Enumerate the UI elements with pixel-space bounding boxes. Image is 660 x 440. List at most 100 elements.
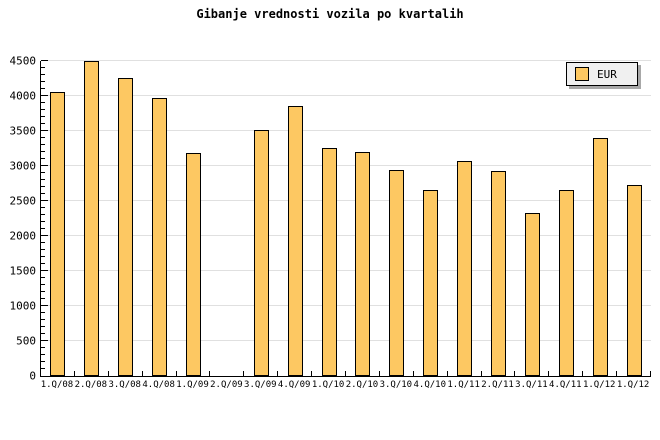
x-axis-tick bbox=[446, 371, 448, 376]
y-axis-tick bbox=[41, 277, 45, 278]
y-axis-tick bbox=[41, 102, 45, 103]
y-axis-tick bbox=[41, 144, 45, 145]
x-axis-label: 3.Q/08 bbox=[108, 380, 141, 390]
y-axis-labels: 0 500 1000 1500 2000 2500 3000 3500 4000 4500 bbox=[0, 56, 37, 382]
x-axis-label: 1.Q/12 bbox=[582, 380, 616, 390]
bar bbox=[558, 189, 574, 376]
bar-cell bbox=[346, 61, 380, 376]
y-axis-tick bbox=[41, 242, 45, 243]
bar-cell bbox=[177, 61, 211, 376]
x-axis-label: 2.Q/08 bbox=[74, 380, 108, 390]
bar-cell bbox=[41, 61, 75, 376]
x-axis-label: 3.Q/11 bbox=[515, 380, 548, 390]
y-axis-tick bbox=[41, 60, 48, 61]
x-axis-tick bbox=[107, 371, 109, 376]
y-axis-tick bbox=[41, 95, 48, 97]
x-axis-label: 2.Q/09 bbox=[210, 380, 243, 390]
x-axis-label: 1.Q/10 bbox=[311, 380, 345, 390]
y-axis-tick bbox=[41, 179, 45, 180]
y-axis-tick bbox=[41, 298, 45, 299]
gridline bbox=[41, 95, 651, 97]
y-axis-tick bbox=[41, 312, 45, 313]
bar bbox=[491, 170, 507, 376]
bar-cell bbox=[380, 61, 414, 376]
x-axis-labels: 1.Q/08 2.Q/08 3.Q/08 4.Q/08 1.Q/09 2.Q/09 3.Q/… bbox=[40, 381, 650, 390]
bar-cell bbox=[210, 61, 244, 376]
bar-cell bbox=[75, 61, 109, 376]
plot-area bbox=[40, 60, 651, 377]
y-axis-tick bbox=[41, 305, 48, 307]
x-axis-label: 1.Q/12 bbox=[616, 380, 650, 390]
x-axis-label: 4.Q/09 bbox=[277, 380, 311, 390]
y-axis-tick bbox=[41, 319, 45, 320]
bar-cell bbox=[109, 61, 143, 376]
y-axis-label: 4000 bbox=[9, 89, 37, 103]
y-axis-tick bbox=[41, 340, 48, 342]
bar-cell bbox=[244, 61, 278, 376]
x-axis-tick bbox=[175, 371, 177, 376]
legend-swatch-icon bbox=[575, 67, 589, 81]
gridline bbox=[41, 235, 651, 237]
bar bbox=[84, 61, 100, 376]
x-axis-tick bbox=[514, 371, 516, 376]
y-axis-tick bbox=[41, 249, 45, 250]
bar-cell bbox=[312, 61, 346, 376]
y-axis-tick bbox=[41, 221, 45, 222]
y-axis-label: 2500 bbox=[9, 194, 37, 208]
bar-series bbox=[41, 61, 651, 376]
y-axis-tick bbox=[41, 368, 45, 370]
legend-label: EUR bbox=[597, 67, 617, 81]
bar bbox=[423, 189, 439, 376]
x-axis-label: 4.Q/10 bbox=[413, 380, 446, 390]
bar-cell bbox=[515, 61, 549, 376]
x-axis-label: 4.Q/08 bbox=[142, 380, 175, 390]
bar bbox=[355, 152, 371, 376]
x-axis-tick bbox=[345, 371, 346, 376]
x-axis-label: 1.Q/08 bbox=[40, 380, 74, 390]
y-axis-tick bbox=[41, 291, 45, 292]
y-axis-tick bbox=[41, 172, 45, 173]
y-axis-label: 4500 bbox=[9, 54, 37, 68]
x-axis-tick bbox=[616, 371, 618, 376]
y-axis-tick bbox=[41, 207, 45, 208]
y-axis-tick bbox=[41, 67, 45, 68]
gridline bbox=[41, 130, 651, 131]
x-axis-tick bbox=[209, 371, 211, 376]
y-axis-tick bbox=[41, 151, 45, 152]
y-axis-tick bbox=[41, 158, 45, 160]
y-axis-label: 500 bbox=[16, 334, 36, 348]
gridline bbox=[41, 270, 651, 271]
bar-cell bbox=[583, 61, 617, 376]
y-axis-tick bbox=[41, 200, 48, 201]
bar bbox=[152, 97, 168, 376]
bar-cell bbox=[482, 61, 516, 376]
x-axis-tick bbox=[141, 371, 143, 376]
gridline bbox=[41, 200, 651, 201]
x-axis-tick bbox=[548, 371, 550, 376]
y-axis-tick bbox=[41, 193, 45, 194]
gridline bbox=[41, 305, 651, 307]
x-axis-tick bbox=[311, 371, 313, 376]
x-axis-tick bbox=[650, 371, 651, 376]
y-axis-tick bbox=[41, 165, 48, 166]
y-axis-tick bbox=[41, 256, 45, 257]
y-axis-label: 0 bbox=[29, 369, 36, 383]
x-axis-tick bbox=[582, 371, 584, 376]
y-axis-tick bbox=[41, 270, 48, 271]
legend: EUR bbox=[566, 62, 638, 86]
bar bbox=[287, 106, 303, 376]
x-axis-label: 1.Q/11 bbox=[447, 380, 480, 390]
x-axis-label: 4.Q/11 bbox=[549, 380, 582, 390]
x-axis-tick bbox=[378, 371, 380, 376]
bar-cell bbox=[278, 61, 312, 376]
y-axis-tick bbox=[41, 74, 45, 75]
bar bbox=[457, 160, 473, 376]
y-axis-label: 1500 bbox=[9, 264, 37, 278]
y-axis-tick bbox=[41, 228, 45, 229]
y-axis-tick bbox=[41, 186, 45, 187]
bar-cell bbox=[549, 61, 583, 376]
bar-cell bbox=[414, 61, 448, 376]
y-axis-tick bbox=[41, 263, 45, 264]
y-axis-tick bbox=[41, 347, 45, 349]
